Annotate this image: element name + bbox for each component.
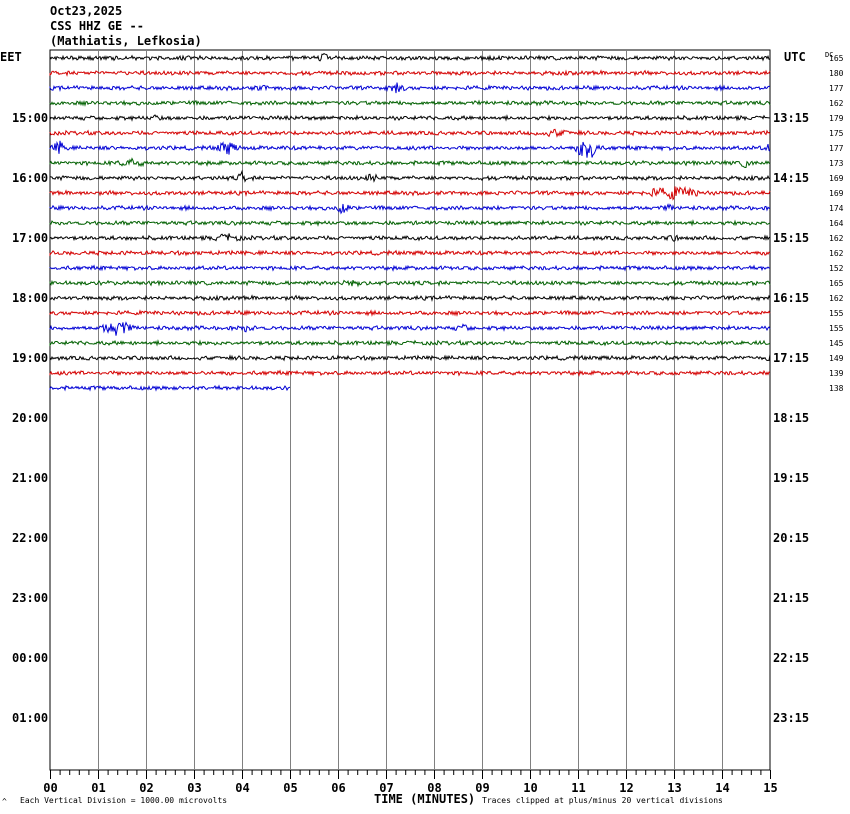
grid <box>49 49 771 779</box>
header-station: CSS HHZ GE -- <box>50 19 144 33</box>
right-hour-label: 18:15 <box>773 411 809 425</box>
seismic-trace <box>49 69 771 77</box>
right-hour-label: 21:15 <box>773 591 809 605</box>
left-hour-label: 22:00 <box>12 531 48 545</box>
dc-offset-label: 174 <box>829 204 844 213</box>
seismic-trace <box>49 114 771 122</box>
footer-scale-note: Each Vertical Division = 1000.00 microvo… <box>20 796 228 805</box>
left-hour-label: 21:00 <box>12 471 48 485</box>
seismic-trace <box>49 369 771 377</box>
left-hour-label: 00:00 <box>12 651 48 665</box>
dc-offset-label: 162 <box>829 249 844 258</box>
seismic-trace <box>49 203 771 215</box>
x-tick-label: 05 <box>283 781 297 795</box>
x-tick-label: 14 <box>715 781 729 795</box>
dc-header-label: DC <box>825 51 833 59</box>
axis-labels: 00 01 02 03 04 05 06 07 08 09 10 11 12 13 14 15 15:00 16:… <box>12 54 844 795</box>
dc-offset-label: 165 <box>829 54 844 63</box>
dc-offset-label: 138 <box>829 384 844 393</box>
dc-offset-label: 145 <box>829 339 844 348</box>
dc-offset-label: 155 <box>829 324 844 333</box>
x-tick-label: 15 <box>763 781 777 795</box>
right-hour-label: 19:15 <box>773 471 809 485</box>
x-tick-label: 08 <box>427 781 441 795</box>
dc-offset-label: 149 <box>829 354 844 363</box>
seismic-trace <box>49 321 771 336</box>
dc-offset-label: 175 <box>829 129 844 138</box>
dc-offset-label: 139 <box>829 369 844 378</box>
dc-offset-label: 173 <box>829 159 844 168</box>
seismic-trace <box>49 157 771 168</box>
seismic-trace <box>49 140 771 158</box>
dc-offset-label: 169 <box>829 189 844 198</box>
header-date: Oct23,2025 <box>50 4 123 18</box>
dc-offset-label: 164 <box>829 219 844 228</box>
seismic-trace <box>49 169 771 183</box>
seismic-trace <box>49 219 771 227</box>
seismic-trace <box>49 99 771 107</box>
x-tick-label: 09 <box>475 781 489 795</box>
seismic-trace <box>49 233 771 242</box>
right-hour-label: 16:15 <box>773 291 809 305</box>
x-tick-label: 00 <box>43 781 57 795</box>
x-tick-label: 07 <box>379 781 393 795</box>
seismic-trace <box>49 249 771 257</box>
x-tick-label: 11 <box>571 781 585 795</box>
x-tick-label: 13 <box>667 781 681 795</box>
left-hour-label: 17:00 <box>12 231 48 245</box>
left-hour-label: 20:00 <box>12 411 48 425</box>
footer-clip-note: Traces clipped at plus/minus 20 vertical… <box>482 796 723 805</box>
dc-offset-label: 169 <box>829 174 844 183</box>
dc-offset-label: 179 <box>829 114 844 123</box>
right-hour-label: 17:15 <box>773 351 809 365</box>
dc-offset-label: 165 <box>829 279 844 288</box>
seismic-trace <box>49 339 771 347</box>
header-location: (Mathiatis, Lefkosia) <box>50 34 202 48</box>
dc-offset-label: 162 <box>829 294 844 303</box>
dc-offset-label: 177 <box>829 84 844 93</box>
x-tick-label: 12 <box>619 781 633 795</box>
x-tick-label: 03 <box>187 781 201 795</box>
right-hour-label: 20:15 <box>773 531 809 545</box>
left-hour-label: 19:00 <box>12 351 48 365</box>
right-hour-label: 23:15 <box>773 711 809 725</box>
x-tick-label: 02 <box>139 781 153 795</box>
seismic-trace <box>49 279 771 288</box>
x-tick-label: 06 <box>331 781 345 795</box>
right-hour-label: 13:15 <box>773 111 809 125</box>
plot-frame <box>49 49 771 771</box>
left-hour-label: 01:00 <box>12 711 48 725</box>
seismic-trace <box>49 264 770 272</box>
x-tick-label: 04 <box>235 781 249 795</box>
footer-left-mark: ^ <box>2 797 7 806</box>
dc-offset-label: 162 <box>829 99 844 108</box>
seismic-trace <box>49 128 771 138</box>
dc-offset-label: 152 <box>829 264 844 273</box>
left-hour-label: 15:00 <box>12 111 48 125</box>
dc-offset-label: 177 <box>829 144 844 153</box>
x-axis-label: TIME (MINUTES) <box>374 792 476 806</box>
left-hour-label: 18:00 <box>12 291 48 305</box>
left-hour-label: 16:00 <box>12 171 48 185</box>
right-hour-label: 14:15 <box>773 171 809 185</box>
seismic-trace <box>49 294 771 302</box>
left-timezone-label: EET <box>0 50 22 64</box>
left-hour-label: 23:00 <box>12 591 48 605</box>
x-tick-label: 01 <box>91 781 105 795</box>
dc-offset-label: 155 <box>829 309 844 318</box>
seismic-trace <box>49 82 771 94</box>
seismic-trace <box>49 384 291 392</box>
dc-offset-label: 162 <box>829 234 844 243</box>
right-hour-label: 22:15 <box>773 651 809 665</box>
x-tick-label: 10 <box>523 781 537 795</box>
trace-group <box>49 52 771 392</box>
seismic-trace <box>49 52 770 62</box>
dc-offset-label: 180 <box>829 69 844 78</box>
seismic-trace <box>49 354 771 362</box>
seismic-trace <box>49 309 771 317</box>
right-hour-label: 15:15 <box>773 231 809 245</box>
right-timezone-label: UTC <box>784 50 806 64</box>
seismic-trace <box>49 185 771 201</box>
